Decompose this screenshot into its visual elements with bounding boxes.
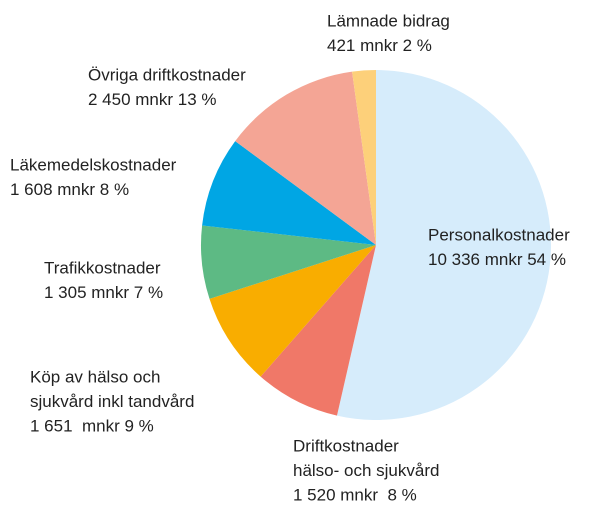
value-label: 421 mnkr 2 %: [327, 36, 432, 55]
slice-label: Övriga driftkostnader: [88, 65, 246, 84]
pie-slice: [352, 70, 376, 245]
value-label: 1 305 mnkr 7 %: [44, 283, 163, 302]
slice-label: Lämnade bidrag: [327, 11, 450, 30]
slice-label: sjukvård inkl tandvård: [30, 392, 194, 411]
slice-label: hälso- och sjukvård: [293, 461, 439, 480]
value-label: 10 336 mnkr 54 %: [428, 250, 566, 269]
value-label: 1 608 mnkr 8 %: [10, 180, 129, 199]
value-label: 1 651 mnkr 9 %: [30, 416, 154, 435]
pie-slice: [235, 71, 376, 245]
slice-label: Driftkostnader: [293, 436, 399, 455]
pie-slice: [202, 141, 376, 245]
pie-slice: [209, 245, 376, 377]
pie-slice: [201, 225, 376, 299]
value-label: 2 450 mnkr 13 %: [88, 90, 217, 109]
pie-slice: [260, 245, 376, 416]
value-label: 1 520 mnkr 8 %: [293, 485, 417, 504]
slice-label: Köp av hälso och: [30, 367, 160, 386]
slice-label: Trafikkostnader: [44, 258, 161, 277]
pie-slice: [336, 70, 551, 421]
slice-label: Personalkostnader: [428, 225, 570, 244]
slice-label: Läkemedelskostnader: [10, 155, 177, 174]
